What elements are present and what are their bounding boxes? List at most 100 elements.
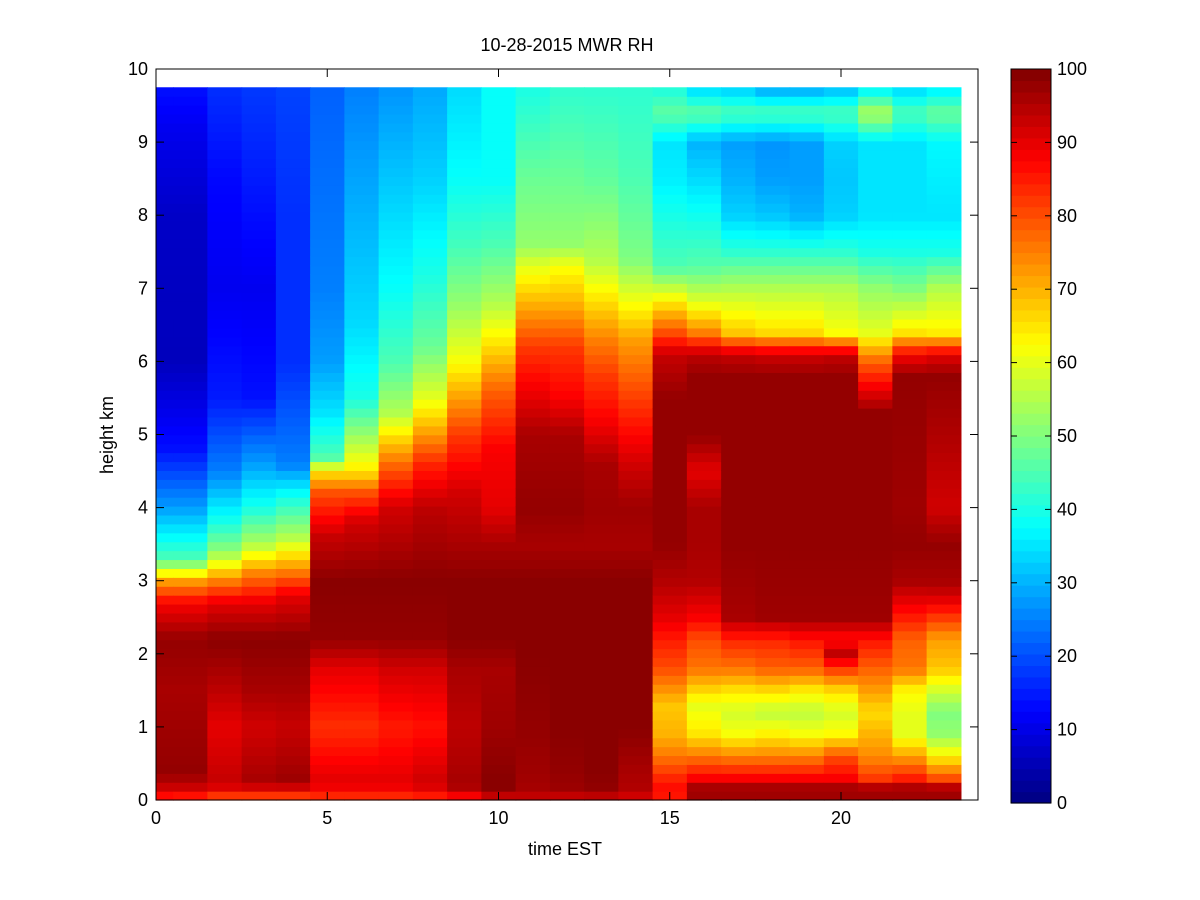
heatmap-cell	[310, 292, 345, 302]
heatmap-cell	[207, 737, 243, 748]
heatmap-cell	[584, 122, 619, 133]
heatmap-cell	[515, 247, 551, 258]
heatmap-cell	[652, 612, 688, 623]
heatmap-cell	[447, 220, 482, 231]
heatmap-cell	[344, 506, 380, 516]
heatmap-cell	[892, 247, 928, 258]
colorbar-swatch	[1011, 596, 1051, 609]
heatmap-cell	[823, 212, 859, 222]
heatmap-cell	[892, 399, 928, 409]
heatmap-cell	[823, 728, 859, 739]
heatmap-cell	[686, 514, 722, 525]
heatmap-cell	[755, 532, 791, 543]
heatmap-cell	[549, 96, 585, 106]
heatmap-cell	[173, 639, 208, 650]
heatmap-cell	[549, 621, 585, 632]
heatmap-cell	[481, 256, 517, 267]
heatmap-cell	[481, 408, 517, 418]
heatmap-cell	[173, 87, 208, 97]
heatmap-cell	[686, 782, 722, 792]
heatmap-cell	[549, 693, 585, 703]
heatmap-cell	[549, 684, 585, 694]
heatmap-cell	[858, 247, 893, 258]
heatmap-cell	[686, 381, 722, 391]
heatmap-cell	[926, 470, 962, 480]
heatmap-cell	[652, 719, 688, 730]
heatmap-cell	[584, 612, 619, 623]
heatmap-cell	[412, 283, 448, 293]
heatmap-cell	[310, 363, 345, 373]
heatmap-cell	[241, 675, 277, 685]
heatmap-cell	[378, 684, 414, 694]
heatmap-cell	[378, 247, 414, 258]
heatmap-cell	[447, 318, 482, 329]
heatmap-cell	[344, 639, 380, 650]
heatmap-cell	[344, 416, 380, 427]
heatmap-cell	[515, 256, 551, 267]
heatmap-cell	[310, 639, 345, 650]
heatmap-cell	[515, 791, 551, 801]
heatmap-cell	[207, 461, 243, 471]
heatmap-cell	[789, 399, 825, 409]
heatmap-cell	[173, 114, 208, 124]
heatmap-cell	[447, 488, 482, 498]
y-tick-label: 7	[138, 278, 148, 298]
heatmap-cell	[173, 764, 208, 774]
heatmap-cell	[549, 728, 585, 739]
heatmap-cell	[275, 523, 311, 534]
heatmap-cell	[823, 274, 859, 284]
heatmap-cell	[310, 274, 345, 284]
heatmap-cell	[447, 114, 482, 124]
heatmap-cell	[823, 648, 859, 659]
heatmap-cell	[858, 666, 893, 676]
heatmap-cell	[858, 639, 893, 650]
heatmap-cell	[275, 586, 311, 596]
heatmap-cell	[789, 577, 825, 587]
heatmap-cell	[241, 381, 277, 391]
heatmap-cell	[275, 274, 311, 284]
heatmap-cell	[926, 105, 962, 115]
heatmap-cell	[241, 274, 277, 284]
heatmap-cell	[686, 176, 722, 186]
heatmap-cell	[173, 283, 208, 293]
heatmap-cell	[447, 149, 482, 160]
heatmap-cell	[926, 425, 962, 436]
heatmap-cell	[926, 390, 962, 400]
heatmap-cell	[686, 639, 722, 650]
heatmap-cell	[447, 541, 482, 552]
heatmap-cell	[310, 559, 345, 569]
heatmap-cell	[686, 559, 722, 569]
heatmap-cell	[823, 470, 859, 480]
heatmap-cell	[310, 479, 345, 489]
heatmap-cell	[892, 621, 928, 632]
heatmap-cell	[156, 746, 174, 757]
heatmap-cell	[378, 131, 414, 142]
heatmap-cell	[378, 176, 414, 186]
heatmap-cell	[310, 595, 345, 605]
heatmap-cell	[549, 639, 585, 650]
heatmap-cell	[584, 461, 619, 471]
heatmap-cell	[584, 452, 619, 463]
heatmap-cell	[892, 194, 928, 204]
heatmap-cell	[481, 773, 517, 783]
heatmap-cell	[173, 229, 208, 240]
heatmap-cell	[686, 372, 722, 382]
heatmap-cell	[789, 96, 825, 106]
heatmap-cell	[275, 514, 311, 525]
heatmap-cell	[686, 122, 722, 133]
heatmap-cell	[515, 408, 551, 418]
heatmap-cell	[549, 292, 585, 302]
heatmap-cell	[481, 274, 517, 284]
heatmap-cell	[926, 755, 962, 765]
y-tick-label: 10	[128, 59, 148, 79]
heatmap-cell	[515, 728, 551, 739]
heatmap-cell	[156, 497, 174, 507]
heatmap-cell	[721, 684, 756, 694]
heatmap-cell	[412, 604, 448, 614]
heatmap-cell	[892, 327, 928, 338]
heatmap-cell	[481, 755, 517, 765]
heatmap-cell	[892, 719, 928, 730]
heatmap-cell	[412, 479, 448, 489]
heatmap-cell	[584, 702, 619, 712]
heatmap-cell	[823, 229, 859, 240]
